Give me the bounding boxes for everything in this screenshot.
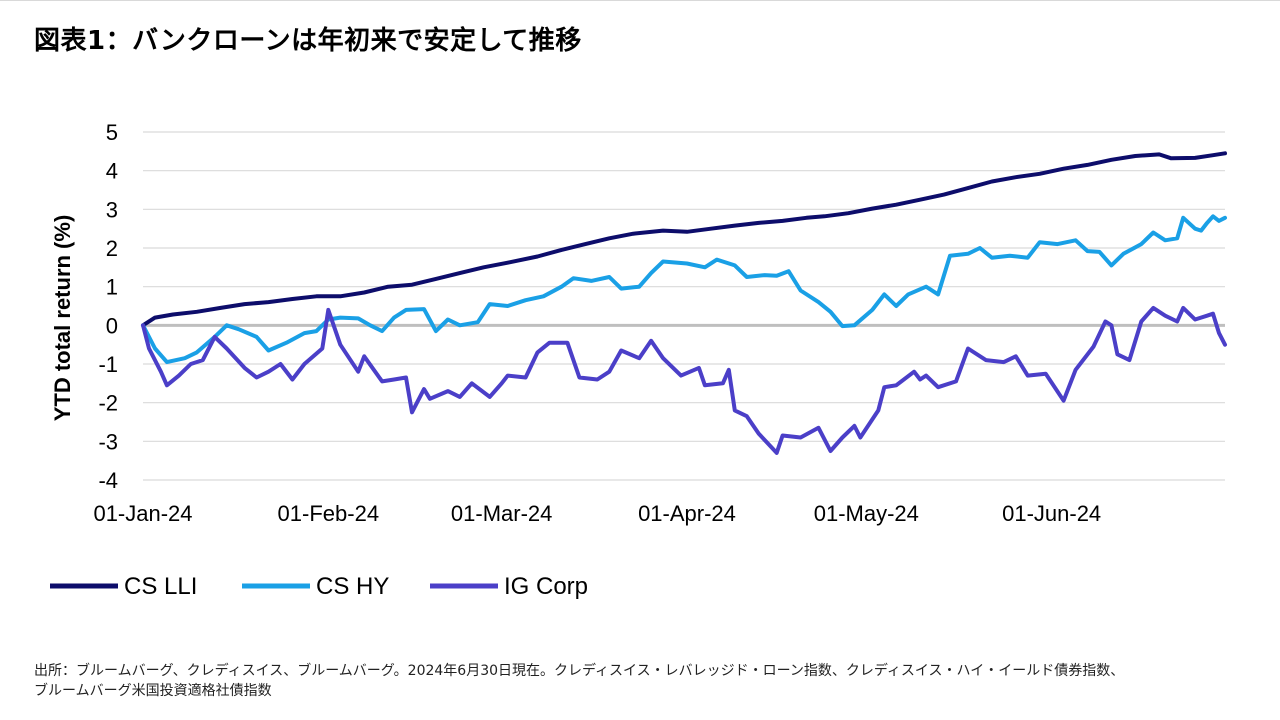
grid-lines bbox=[143, 131, 1225, 481]
y-tick-label: -1 bbox=[98, 352, 118, 377]
y-tick-label: 0 bbox=[106, 313, 118, 338]
x-tick-label: 01-May-24 bbox=[814, 501, 919, 526]
x-axis-ticks: 01-Jan-24 01-Feb-24 01-Mar-24 01-Apr-24 01-M… bbox=[93, 501, 1101, 526]
legend-label: IG Corp bbox=[504, 573, 588, 600]
x-tick-label: 01-Feb-24 bbox=[278, 501, 380, 526]
y-tick-label: -3 bbox=[98, 429, 118, 454]
series-line-cs-lli bbox=[141, 151, 1227, 328]
series-line-cs-hy bbox=[141, 214, 1227, 365]
x-tick-label: 01-Jun-24 bbox=[1002, 501, 1101, 526]
x-tick-label: 01-Jan-24 bbox=[93, 501, 192, 526]
y-axis-label: YTD total return (%) bbox=[50, 215, 75, 422]
series-line-ig-corp bbox=[141, 305, 1227, 455]
series-lines bbox=[141, 151, 1227, 455]
line-chart: -4 -3 -2 -1 0 1 2 3 4 5 01-Jan-24 01-Feb-24 01-Mar-… bbox=[50, 120, 1227, 600]
legend-label: CS HY bbox=[316, 573, 389, 600]
y-tick-label: 4 bbox=[106, 159, 118, 184]
legend-label: CS LLI bbox=[124, 573, 197, 600]
chart-title: 図表1：バンクローンは年初来で安定して推移 bbox=[34, 26, 582, 56]
y-tick-label: 3 bbox=[106, 197, 118, 222]
legend: CS LLI CS HY IG Corp bbox=[50, 573, 588, 600]
source-line-1: 出所：ブルームバーグ、クレディスイス、ブルームバーグ。2024年6月30日現在。… bbox=[34, 663, 1125, 679]
top-divider bbox=[0, 0, 1280, 1]
x-tick-label: 01-Mar-24 bbox=[451, 501, 552, 526]
source-note: 出所：ブルームバーグ、クレディスイス、ブルームバーグ。2024年6月30日現在。… bbox=[34, 661, 1254, 701]
y-tick-label: -4 bbox=[98, 468, 118, 493]
x-tick-label: 01-Apr-24 bbox=[638, 501, 736, 526]
y-tick-label: -2 bbox=[98, 391, 118, 416]
y-tick-label: 1 bbox=[106, 275, 118, 300]
y-tick-label: 2 bbox=[106, 236, 118, 261]
y-tick-label: 5 bbox=[106, 120, 118, 145]
y-axis-ticks: -4 -3 -2 -1 0 1 2 3 4 5 bbox=[98, 120, 118, 493]
source-line-2: ブルームバーグ米国投資適格社債指数 bbox=[34, 683, 272, 699]
